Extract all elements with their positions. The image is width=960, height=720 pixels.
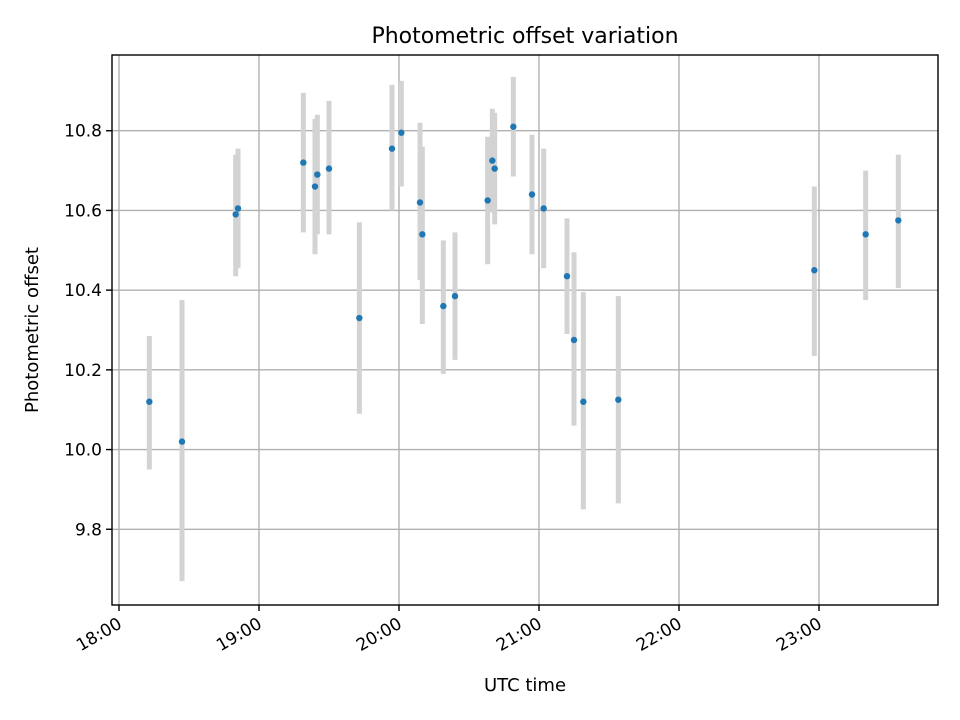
data-point [615,396,622,403]
data-point [451,292,459,300]
y-tick-label: 10.2 [64,361,102,381]
data-point [398,129,405,136]
y-axis-ticks: 9.8 10.0 10.2 10.4 10.6 10.8 [64,122,112,540]
data-point [862,231,869,238]
y-tick-label: 10.8 [64,122,102,142]
data-point [416,199,424,206]
data-point [419,231,426,238]
data-point [528,191,536,198]
data-point [178,438,186,445]
x-axis-label: UTC time [484,675,566,696]
data-point [570,336,578,344]
data-point [563,272,571,280]
data-point [311,183,319,190]
y-tick-label: 9.8 [75,520,102,540]
y-tick-label: 10.6 [64,201,102,221]
y-tick-label: 10.4 [64,281,102,301]
data-point [232,211,239,218]
y-tick-label: 10.0 [64,441,102,461]
data-point [895,217,902,224]
data-point [440,302,447,310]
data-point [489,157,496,164]
plot-frame [111,54,939,606]
data-point [510,123,517,130]
data-points [146,123,902,445]
data-point [325,165,333,172]
data-point [388,145,396,152]
data-point [314,171,321,178]
y-axis-label: Photometric offset [22,247,43,413]
data-point [540,205,547,212]
data-point [580,398,587,405]
chart-title: Photometric offset variation [371,24,678,49]
data-point [300,159,307,166]
data-point [356,314,363,322]
data-point [484,197,491,204]
data-point [234,205,242,212]
data-point [491,165,498,172]
data-point [811,267,818,274]
data-point [146,398,153,405]
